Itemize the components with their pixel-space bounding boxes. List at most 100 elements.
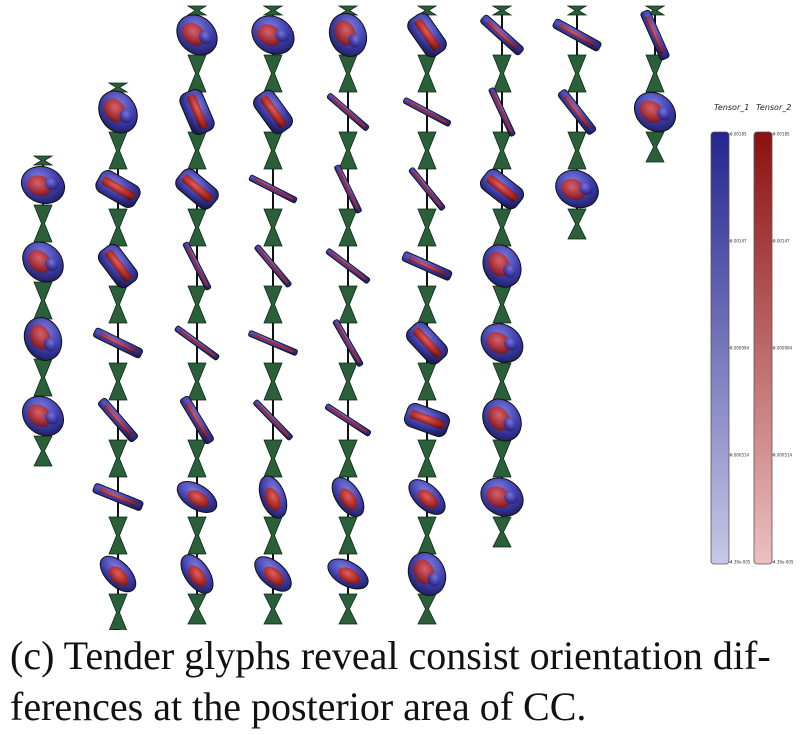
connector-glyph bbox=[263, 516, 283, 555]
connector-glyph bbox=[186, 5, 208, 16]
connector-glyph bbox=[417, 439, 437, 478]
legend-tick-label: 0.000514 bbox=[773, 453, 793, 458]
connector-glyph bbox=[187, 131, 207, 170]
tensor-glyph-cyl bbox=[95, 170, 141, 208]
tensor-glyph-thin bbox=[254, 244, 292, 288]
tensor-glyph-blob bbox=[482, 244, 522, 288]
tensor-glyph-blob bbox=[407, 552, 447, 596]
tensor-glyph-flat bbox=[640, 9, 670, 61]
connector-glyph bbox=[187, 439, 207, 478]
tensor-glyph-cyl bbox=[179, 89, 215, 135]
connector-glyph bbox=[108, 285, 128, 324]
tensor-glyph-cyl bbox=[253, 89, 293, 135]
connector-glyph bbox=[108, 208, 128, 247]
tensor-glyph-thin bbox=[174, 325, 220, 361]
connector-glyph bbox=[338, 285, 358, 324]
connector-glyph bbox=[338, 593, 358, 625]
legend-tick-label: 0.00147 bbox=[730, 239, 747, 244]
legend-colorbar-tensor-1 bbox=[710, 131, 730, 565]
tensor-glyph-disc bbox=[99, 555, 137, 593]
glyph-column bbox=[248, 5, 298, 625]
tensor-glyph-cyl bbox=[480, 168, 524, 210]
tensor-glyph-flat bbox=[93, 327, 143, 359]
connector-glyph bbox=[417, 131, 437, 170]
connector-glyph bbox=[492, 362, 512, 401]
legend-tick-label: 0.00147 bbox=[773, 239, 790, 244]
caption-line-1: (c) Tender glyphs reveal consist orienta… bbox=[10, 633, 771, 678]
tensor-glyph-flat bbox=[552, 18, 602, 52]
connector-glyph bbox=[33, 281, 53, 320]
glyph-column bbox=[324, 5, 372, 625]
connector-glyph bbox=[417, 516, 437, 555]
connector-glyph bbox=[645, 54, 665, 93]
tensor-glyph-flat bbox=[480, 14, 524, 56]
tensor-glyph-disc bbox=[254, 556, 292, 592]
connector-glyph bbox=[417, 593, 437, 625]
legend-tick-label: 0.000514 bbox=[730, 453, 750, 458]
tensor-glyph-blob bbox=[480, 477, 524, 517]
connector-glyph bbox=[33, 358, 53, 397]
connector-glyph bbox=[263, 54, 283, 93]
connector-glyph bbox=[338, 131, 358, 170]
tensor-glyph-disc bbox=[327, 558, 369, 590]
legend-tick-label: 0.00185 bbox=[730, 132, 747, 137]
connector-glyph bbox=[263, 439, 283, 478]
tensor-glyph-cyl bbox=[97, 243, 139, 289]
tensor-glyph-cyl bbox=[175, 168, 219, 210]
connector-glyph bbox=[417, 362, 437, 401]
tensor-glyph-flat bbox=[98, 397, 138, 443]
connector-glyph bbox=[567, 208, 587, 240]
tensor-glyph-thin bbox=[402, 97, 452, 127]
tensor-glyph-blob bbox=[328, 13, 368, 57]
connector-glyph bbox=[187, 593, 207, 625]
tensor-glyph-flat bbox=[92, 483, 144, 511]
connector-glyph bbox=[32, 155, 54, 166]
tensor-glyph-disc bbox=[176, 481, 218, 513]
tensor-glyph-cyl bbox=[406, 321, 448, 365]
legend-colorbar-tensor-2 bbox=[753, 131, 773, 565]
tensor-glyph-disc bbox=[180, 554, 214, 594]
tensor-glyph-blob bbox=[555, 169, 599, 209]
tensor-glyph-thin bbox=[325, 248, 371, 284]
connector-glyph bbox=[417, 208, 437, 247]
connector-glyph bbox=[338, 439, 358, 478]
connector-glyph bbox=[187, 516, 207, 555]
glyph-column bbox=[552, 5, 602, 240]
connector-glyph bbox=[492, 285, 512, 324]
figure-caption: (c) Tender glyphs reveal consist orienta… bbox=[10, 630, 800, 732]
tensor-glyph-thin bbox=[182, 241, 212, 291]
glyph-column bbox=[480, 5, 524, 548]
tensor-glyph-disc bbox=[408, 479, 446, 515]
connector-glyph bbox=[187, 54, 207, 93]
connector-glyph bbox=[645, 131, 665, 163]
tensor-glyph-disc bbox=[331, 477, 365, 517]
legend: Tensor_1 Tensor_2 0.00185 0.00147 0.000994… bbox=[710, 103, 794, 565]
tensor-glyph-flat bbox=[401, 251, 453, 281]
connector-glyph bbox=[567, 131, 587, 170]
connector-glyph bbox=[567, 54, 587, 93]
glyph-column bbox=[92, 82, 144, 630]
connector-glyph bbox=[263, 362, 283, 401]
tensor-glyph-thin bbox=[326, 93, 370, 131]
connector-glyph bbox=[338, 516, 358, 555]
connector-glyph bbox=[33, 204, 53, 243]
connector-glyph bbox=[263, 593, 283, 625]
connector-glyph bbox=[338, 54, 358, 93]
tensor-glyph-blob bbox=[482, 398, 522, 442]
tensor-glyph-cyl bbox=[407, 12, 447, 58]
legend-tick-label: 0.00185 bbox=[773, 132, 790, 137]
tensor-glyph-blob bbox=[98, 90, 138, 134]
glyph-column bbox=[633, 5, 677, 163]
connector-glyph bbox=[338, 208, 358, 247]
tensor-glyph-blob bbox=[251, 15, 295, 55]
connector-glyph bbox=[338, 362, 358, 401]
connector-glyph bbox=[108, 439, 128, 478]
connector-glyph bbox=[187, 362, 207, 401]
glyph-column bbox=[401, 5, 453, 625]
legend-title-tensor-1: Tensor_1 bbox=[714, 103, 749, 112]
connector-glyph bbox=[187, 285, 207, 324]
tensor-glyph-thin bbox=[488, 87, 516, 137]
connector-glyph bbox=[492, 131, 512, 170]
connector-glyph bbox=[263, 208, 283, 247]
legend-tick-label: 4.39e-005 bbox=[773, 560, 794, 565]
